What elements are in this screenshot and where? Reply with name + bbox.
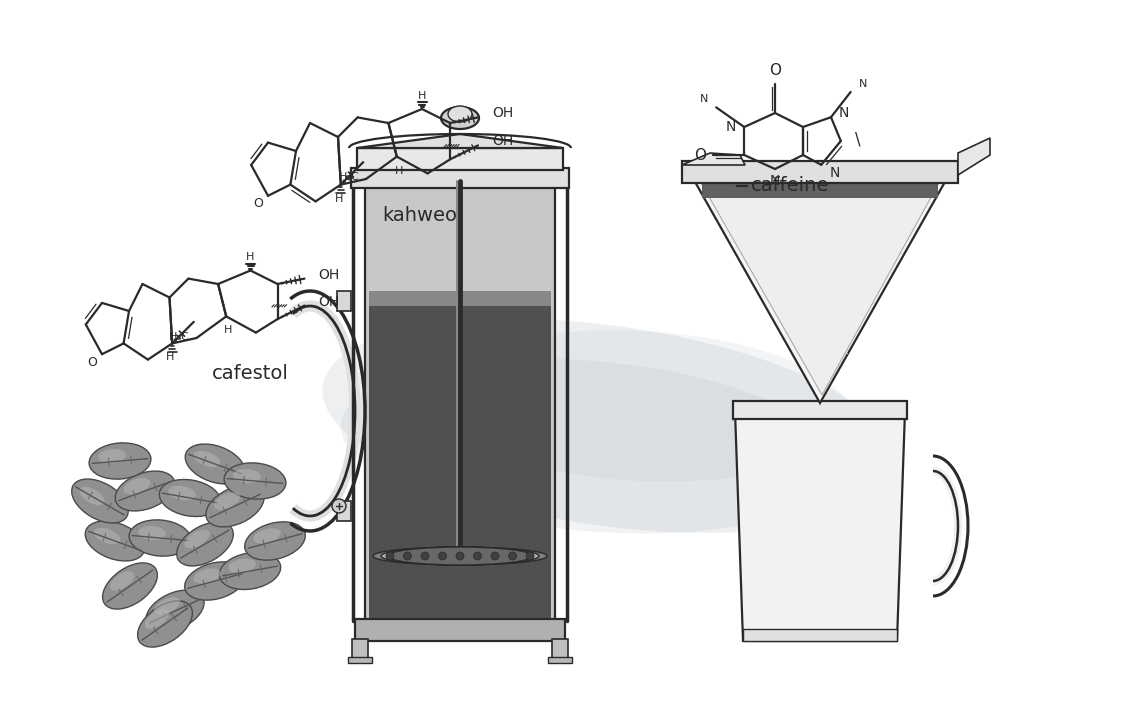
Text: N: N: [829, 166, 840, 180]
Ellipse shape: [214, 492, 240, 510]
Ellipse shape: [253, 528, 280, 544]
Ellipse shape: [228, 558, 255, 573]
Text: kahweol: kahweol: [382, 206, 462, 225]
Circle shape: [403, 552, 411, 560]
Text: N: N: [699, 95, 709, 104]
Polygon shape: [337, 291, 351, 311]
Polygon shape: [357, 148, 563, 170]
Ellipse shape: [85, 521, 145, 561]
Text: H: H: [418, 91, 426, 101]
Text: H₃C: H₃C: [170, 332, 190, 342]
Polygon shape: [733, 401, 907, 419]
Circle shape: [332, 499, 346, 513]
Polygon shape: [744, 629, 897, 641]
Ellipse shape: [373, 547, 547, 565]
Text: \: \: [854, 130, 860, 148]
Circle shape: [525, 552, 534, 560]
Text: N: N: [725, 120, 737, 134]
Text: N: N: [770, 174, 780, 188]
Ellipse shape: [103, 563, 157, 609]
Polygon shape: [958, 138, 990, 175]
Ellipse shape: [341, 359, 840, 534]
Text: OH: OH: [319, 294, 340, 309]
Circle shape: [492, 552, 499, 560]
Circle shape: [386, 552, 394, 560]
Text: H: H: [166, 352, 174, 362]
Text: O: O: [695, 148, 706, 162]
Polygon shape: [348, 657, 372, 663]
Text: O: O: [770, 63, 781, 78]
Ellipse shape: [159, 479, 220, 517]
Polygon shape: [353, 639, 368, 661]
Text: H: H: [246, 253, 254, 263]
Ellipse shape: [138, 526, 166, 540]
Polygon shape: [699, 181, 940, 395]
Ellipse shape: [146, 590, 205, 632]
Ellipse shape: [431, 330, 850, 481]
Ellipse shape: [71, 479, 129, 523]
Polygon shape: [734, 411, 905, 641]
Ellipse shape: [233, 469, 261, 483]
Ellipse shape: [185, 444, 245, 484]
Text: H: H: [224, 325, 233, 335]
Text: N: N: [859, 79, 867, 89]
Text: cafestol: cafestol: [212, 364, 289, 383]
Text: OH: OH: [492, 134, 513, 148]
Circle shape: [508, 552, 516, 560]
Ellipse shape: [381, 547, 539, 565]
Text: N: N: [838, 106, 850, 120]
Ellipse shape: [98, 449, 125, 463]
Polygon shape: [551, 639, 568, 661]
Circle shape: [457, 552, 464, 560]
Text: OH: OH: [319, 268, 340, 282]
Ellipse shape: [219, 553, 280, 590]
Ellipse shape: [386, 547, 533, 565]
Polygon shape: [690, 173, 950, 403]
Ellipse shape: [110, 571, 134, 591]
Ellipse shape: [168, 486, 195, 501]
Polygon shape: [702, 181, 938, 198]
Ellipse shape: [245, 522, 305, 560]
Ellipse shape: [115, 471, 175, 511]
Text: H₃C: H₃C: [339, 172, 359, 182]
Polygon shape: [357, 134, 563, 148]
Polygon shape: [548, 657, 572, 663]
Text: OH: OH: [492, 107, 513, 121]
Ellipse shape: [145, 609, 170, 629]
Polygon shape: [683, 161, 958, 183]
Ellipse shape: [123, 478, 150, 494]
Text: H: H: [394, 166, 403, 176]
Ellipse shape: [94, 528, 121, 544]
Ellipse shape: [79, 486, 105, 505]
Ellipse shape: [193, 568, 220, 584]
Polygon shape: [365, 186, 555, 621]
Text: H: H: [334, 193, 344, 203]
Text: O: O: [253, 197, 263, 210]
Ellipse shape: [176, 522, 233, 566]
Ellipse shape: [129, 520, 191, 556]
Text: O: O: [87, 356, 97, 369]
Ellipse shape: [138, 601, 192, 647]
Ellipse shape: [441, 107, 479, 129]
Ellipse shape: [206, 485, 264, 527]
Ellipse shape: [154, 597, 180, 615]
Ellipse shape: [447, 106, 472, 122]
Polygon shape: [355, 619, 565, 641]
Circle shape: [473, 552, 481, 560]
Polygon shape: [370, 291, 551, 306]
Ellipse shape: [184, 530, 210, 549]
Ellipse shape: [193, 451, 220, 467]
Polygon shape: [337, 501, 351, 521]
Polygon shape: [351, 168, 570, 188]
Ellipse shape: [322, 319, 897, 533]
Circle shape: [421, 552, 429, 560]
Ellipse shape: [184, 562, 245, 600]
Polygon shape: [370, 291, 551, 621]
Ellipse shape: [89, 443, 151, 479]
Ellipse shape: [224, 463, 286, 499]
Circle shape: [438, 552, 446, 560]
Text: caffeine: caffeine: [751, 176, 829, 196]
Polygon shape: [683, 153, 745, 165]
